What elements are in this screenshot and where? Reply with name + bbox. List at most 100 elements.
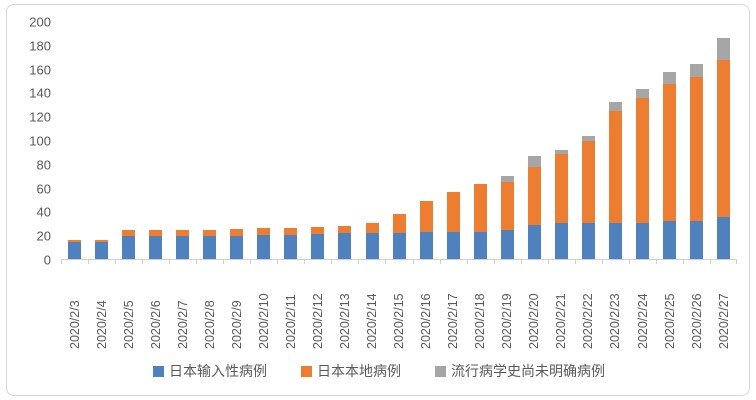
bar-segment — [419, 200, 433, 232]
x-label-slot: 2020/2/7 — [169, 267, 196, 349]
x-label-slot: 2020/2/8 — [196, 267, 223, 349]
bar-segment — [527, 155, 541, 168]
y-axis-tick-label: 80 — [36, 157, 51, 173]
stacked-bar-2020/2/15 — [392, 213, 406, 259]
x-axis-label: 2020/2/24 — [635, 293, 650, 349]
bar-slot — [304, 22, 331, 259]
x-axis-tick — [142, 259, 144, 264]
stacked-bar-2020/2/21 — [554, 149, 568, 259]
legend-label: 日本本地病例 — [317, 363, 401, 379]
bar-segment — [230, 229, 244, 237]
x-axis-tick — [628, 259, 630, 264]
x-axis-label: 2020/2/15 — [392, 293, 407, 349]
stacked-bar-2020/2/13 — [338, 225, 352, 259]
stacked-bar-2020/2/10 — [257, 228, 271, 259]
bar-slot — [115, 22, 142, 259]
x-label-slot: 2020/2/3 — [61, 267, 88, 349]
x-label-slot: 2020/2/11 — [277, 267, 304, 349]
x-axis-label: 2020/2/7 — [175, 300, 190, 349]
stacked-bar-chart: 200 180 160 140 120 100 80 60 40 20 0 2020/2/3 2020… — [15, 15, 743, 387]
bar-segment — [690, 63, 704, 77]
bar-segment — [149, 230, 163, 237]
legend-item: 流行病学史尚未明确病例 — [435, 361, 605, 381]
x-label-slot: 2020/2/15 — [386, 267, 413, 349]
x-label-slot: 2020/2/13 — [331, 267, 358, 349]
bar-segment — [95, 242, 109, 259]
bar-segment — [446, 231, 460, 259]
bar-segment — [68, 242, 82, 259]
x-label-slot: 2020/2/26 — [683, 267, 710, 349]
bar-slot — [196, 22, 223, 259]
bar-segment — [203, 236, 217, 259]
bar-slot — [169, 22, 196, 259]
bar-segment — [554, 223, 568, 259]
bar-segment — [636, 98, 649, 224]
bar-slot — [413, 22, 440, 259]
bar-segment — [690, 220, 704, 259]
x-label-slot: 2020/2/19 — [494, 267, 521, 349]
stacked-bar-2020/2/14 — [365, 223, 379, 259]
x-axis-label: 2020/2/4 — [94, 300, 109, 349]
bar-segment — [392, 232, 406, 259]
x-label-slot: 2020/2/6 — [142, 267, 169, 349]
stacked-bar-2020/2/4 — [95, 239, 109, 259]
x-axis-tick — [115, 259, 117, 264]
stacked-bar-2020/2/12 — [311, 226, 325, 259]
stacked-bar-2020/2/16 — [419, 200, 433, 259]
bars-container — [61, 22, 737, 259]
bar-segment — [500, 175, 514, 182]
chart-frame: 200 180 160 140 120 100 80 60 40 20 0 2020/2/3 2020… — [6, 4, 750, 396]
bar-segment — [717, 60, 731, 218]
bar-slot — [548, 22, 575, 259]
y-axis: 200 180 160 140 120 100 80 60 40 20 0 — [15, 15, 55, 268]
bar-slot — [629, 22, 656, 259]
bar-segment — [636, 223, 649, 259]
stacked-bar-2020/2/3 — [68, 239, 82, 259]
x-label-slot: 2020/2/20 — [521, 267, 548, 349]
bar-segment — [365, 223, 379, 233]
bar-segment — [230, 236, 244, 259]
x-axis-tick — [682, 259, 684, 264]
x-axis-label: 2020/2/11 — [283, 294, 298, 349]
bar-segment — [663, 72, 677, 85]
bar-segment — [663, 220, 677, 259]
bar-segment — [473, 184, 487, 232]
stacked-bar-2020/2/25 — [663, 72, 677, 259]
x-axis-tick — [88, 259, 90, 264]
bar-slot — [683, 22, 710, 259]
bar-segment — [446, 192, 460, 232]
x-label-slot: 2020/2/12 — [304, 267, 331, 349]
bar-segment — [473, 231, 487, 259]
bar-slot — [656, 22, 683, 259]
bar-segment — [284, 235, 298, 259]
x-axis-label: 2020/2/3 — [67, 300, 82, 349]
stacked-bar-2020/2/19 — [500, 175, 514, 259]
stacked-bar-2020/2/22 — [581, 136, 595, 259]
legend-label: 日本输入性病例 — [169, 363, 267, 379]
y-axis-tick-label: 140 — [29, 85, 51, 101]
x-axis-tick — [493, 259, 495, 264]
x-label-slot: 2020/2/22 — [575, 267, 602, 349]
bar-segment — [149, 236, 163, 259]
x-axis-tick — [385, 259, 387, 264]
bar-segment — [338, 225, 352, 233]
x-label-slot: 2020/2/23 — [602, 267, 629, 349]
x-axis-label: 2020/2/25 — [662, 293, 677, 349]
x-axis-label: 2020/2/12 — [310, 293, 325, 349]
bar-segment — [176, 236, 190, 259]
x-label-slot: 2020/2/27 — [710, 267, 737, 349]
plot-area — [61, 22, 737, 264]
x-axis-label: 2020/2/23 — [608, 293, 623, 349]
x-axis-tick — [61, 259, 62, 264]
bar-slot — [61, 22, 88, 259]
x-axis-label: 2020/2/10 — [256, 293, 271, 349]
stacked-bar-2020/2/23 — [608, 101, 622, 259]
bar-segment — [284, 228, 298, 236]
y-axis-tick-label: 60 — [36, 181, 51, 197]
x-axis-label: 2020/2/18 — [473, 293, 488, 349]
bar-slot — [359, 22, 386, 259]
x-axis-tick — [466, 259, 468, 264]
bar-segment — [527, 167, 541, 225]
bar-segment — [663, 84, 677, 221]
bar-slot — [223, 22, 250, 259]
